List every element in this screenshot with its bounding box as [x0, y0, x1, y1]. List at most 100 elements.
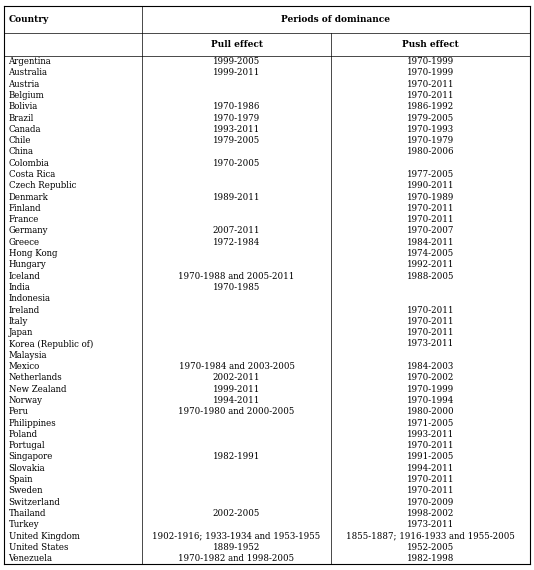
Text: France: France [9, 215, 39, 224]
Text: China: China [9, 148, 34, 156]
Text: Pull effect: Pull effect [210, 40, 263, 49]
Text: 1970-1984 and 2003-2005: 1970-1984 and 2003-2005 [178, 362, 295, 371]
Text: 1970-1982 and 1998-2005: 1970-1982 and 1998-2005 [178, 554, 295, 563]
Text: 1993-2011: 1993-2011 [407, 430, 454, 439]
Text: 1999-2011: 1999-2011 [213, 385, 260, 394]
Text: Austria: Austria [9, 80, 40, 88]
Text: 1970-2011: 1970-2011 [407, 317, 454, 326]
Text: 1973-2011: 1973-2011 [407, 520, 454, 530]
Text: Sweden: Sweden [9, 486, 43, 495]
Text: Malaysia: Malaysia [9, 351, 47, 360]
Text: 1982-1991: 1982-1991 [213, 453, 260, 462]
Text: 1970-2011: 1970-2011 [407, 306, 454, 315]
Text: 1970-1979: 1970-1979 [213, 113, 260, 123]
Text: Japan: Japan [9, 328, 33, 337]
Text: Australia: Australia [9, 68, 48, 78]
Text: 1974-2005: 1974-2005 [407, 249, 454, 258]
Text: Venezuela: Venezuela [9, 554, 52, 563]
Text: 1970-1986: 1970-1986 [213, 102, 260, 111]
Text: 1970-2011: 1970-2011 [407, 204, 454, 213]
Text: 2002-2005: 2002-2005 [213, 509, 260, 518]
Text: 1980-2006: 1980-2006 [407, 148, 454, 156]
Text: 1999-2011: 1999-2011 [213, 68, 260, 78]
Text: Poland: Poland [9, 430, 38, 439]
Text: 1970-1980 and 2000-2005: 1970-1980 and 2000-2005 [178, 408, 295, 416]
Text: 1889-1952: 1889-1952 [213, 543, 260, 552]
Text: Finland: Finland [9, 204, 41, 213]
Text: Italy: Italy [9, 317, 28, 326]
Text: Ireland: Ireland [9, 306, 40, 315]
Text: Push effect: Push effect [402, 40, 459, 49]
Text: 1970-2011: 1970-2011 [407, 80, 454, 88]
Text: 1970-1988 and 2005-2011: 1970-1988 and 2005-2011 [178, 272, 295, 280]
Text: Portugal: Portugal [9, 441, 45, 450]
Text: 1952-2005: 1952-2005 [407, 543, 454, 552]
Text: Peru: Peru [9, 408, 28, 416]
Text: 1994-2011: 1994-2011 [407, 464, 454, 473]
Text: 1999-2005: 1999-2005 [213, 57, 260, 66]
Text: 1970-1985: 1970-1985 [213, 283, 260, 292]
Text: 1994-2011: 1994-2011 [213, 396, 260, 405]
Text: 1970-1993: 1970-1993 [407, 125, 454, 134]
Text: 1984-2011: 1984-2011 [407, 238, 454, 247]
Text: Hungary: Hungary [9, 260, 46, 270]
Text: 1970-1999: 1970-1999 [407, 385, 454, 394]
Text: Indonesia: Indonesia [9, 294, 51, 303]
Text: Country: Country [9, 15, 49, 24]
Text: 1980-2000: 1980-2000 [406, 408, 454, 416]
Text: 1979-2005: 1979-2005 [407, 113, 454, 123]
Text: United Kingdom: United Kingdom [9, 532, 80, 540]
Text: 1998-2002: 1998-2002 [407, 509, 454, 518]
Text: Turkey: Turkey [9, 520, 39, 530]
Text: 1973-2011: 1973-2011 [407, 340, 454, 348]
Text: 1977-2005: 1977-2005 [407, 170, 454, 179]
Text: Greece: Greece [9, 238, 40, 247]
Text: Mexico: Mexico [9, 362, 40, 371]
Text: 1970-2011: 1970-2011 [407, 328, 454, 337]
Text: India: India [9, 283, 30, 292]
Text: 1984-2003: 1984-2003 [407, 362, 454, 371]
Text: 2002-2011: 2002-2011 [213, 373, 260, 382]
Text: Chile: Chile [9, 136, 31, 145]
Text: 1988-2005: 1988-2005 [407, 272, 454, 280]
Text: Switzerland: Switzerland [9, 498, 60, 507]
Text: 1970-2009: 1970-2009 [407, 498, 454, 507]
Text: 1991-2005: 1991-2005 [407, 453, 454, 462]
Text: Iceland: Iceland [9, 272, 41, 280]
Text: 1970-1999: 1970-1999 [407, 57, 454, 66]
Text: Singapore: Singapore [9, 453, 53, 462]
Text: Costa Rica: Costa Rica [9, 170, 55, 179]
Text: 1970-2011: 1970-2011 [407, 91, 454, 100]
Text: Bolivia: Bolivia [9, 102, 38, 111]
Text: Philippines: Philippines [9, 418, 56, 428]
Text: 1986-1992: 1986-1992 [407, 102, 454, 111]
Text: 1902-1916; 1933-1934 and 1953-1955: 1902-1916; 1933-1934 and 1953-1955 [152, 532, 320, 540]
Text: Norway: Norway [9, 396, 43, 405]
Text: 1970-1999: 1970-1999 [407, 68, 454, 78]
Text: Canada: Canada [9, 125, 41, 134]
Text: Hong Kong: Hong Kong [9, 249, 57, 258]
Text: Czech Republic: Czech Republic [9, 181, 76, 190]
Text: 1970-2011: 1970-2011 [407, 215, 454, 224]
Text: 2007-2011: 2007-2011 [213, 226, 260, 235]
Text: 1970-1994: 1970-1994 [407, 396, 454, 405]
Text: Denmark: Denmark [9, 193, 49, 202]
Text: 1982-1998: 1982-1998 [407, 554, 454, 563]
Text: 1970-2011: 1970-2011 [407, 441, 454, 450]
Text: 1970-2005: 1970-2005 [213, 158, 260, 168]
Text: 1970-2007: 1970-2007 [407, 226, 454, 235]
Text: 1970-1989: 1970-1989 [407, 193, 454, 202]
Text: Slovakia: Slovakia [9, 464, 45, 473]
Text: 1979-2005: 1979-2005 [213, 136, 260, 145]
Text: New Zealand: New Zealand [9, 385, 66, 394]
Text: 1990-2011: 1990-2011 [407, 181, 454, 190]
Text: Colombia: Colombia [9, 158, 50, 168]
Text: Germany: Germany [9, 226, 48, 235]
Text: Spain: Spain [9, 475, 33, 484]
Text: 1989-2011: 1989-2011 [213, 193, 260, 202]
Text: United States: United States [9, 543, 68, 552]
Text: Netherlands: Netherlands [9, 373, 62, 382]
Text: 1971-2005: 1971-2005 [407, 418, 454, 428]
Text: Korea (Republic of): Korea (Republic of) [9, 339, 93, 348]
Text: Thailand: Thailand [9, 509, 46, 518]
